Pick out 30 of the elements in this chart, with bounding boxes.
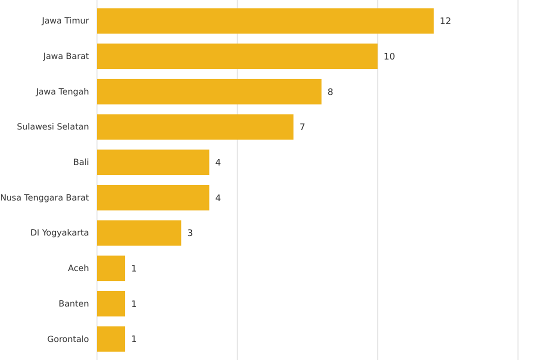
y-tick-label: Banten	[58, 299, 89, 310]
data-label: 1	[131, 264, 137, 275]
y-tick-label: Nusa Tenggara Barat	[0, 193, 90, 204]
data-label: 12	[440, 17, 452, 28]
y-tick-label: Aceh	[68, 264, 89, 274]
data-label: 4	[215, 194, 222, 204]
bar	[97, 256, 126, 282]
y-tick-label: Jawa Timur	[40, 16, 90, 27]
y-tick-label: Bali	[73, 158, 89, 168]
bar	[97, 150, 210, 176]
y-tick-label: Jawa Barat	[42, 52, 90, 62]
y-tick-label: Gorontalo	[47, 334, 89, 345]
bar	[97, 44, 378, 70]
data-label: 10	[384, 52, 396, 62]
bar	[97, 78, 322, 104]
bar	[97, 326, 126, 352]
data-label: 1	[131, 335, 137, 346]
data-label: 4	[215, 158, 222, 168]
y-tick-label: DI Yogyakarta	[30, 228, 89, 239]
bar	[97, 184, 210, 210]
bar	[97, 114, 294, 140]
y-tick-label: Sulawesi Selatan	[16, 122, 89, 133]
bar	[97, 220, 182, 246]
data-label: 7	[299, 123, 306, 134]
data-label: 3	[187, 229, 193, 240]
data-label: 1	[131, 300, 137, 310]
y-tick-label: Jawa Tengah	[35, 87, 89, 98]
data-label: 8	[328, 88, 334, 98]
bar	[97, 8, 434, 34]
bar	[97, 290, 126, 316]
